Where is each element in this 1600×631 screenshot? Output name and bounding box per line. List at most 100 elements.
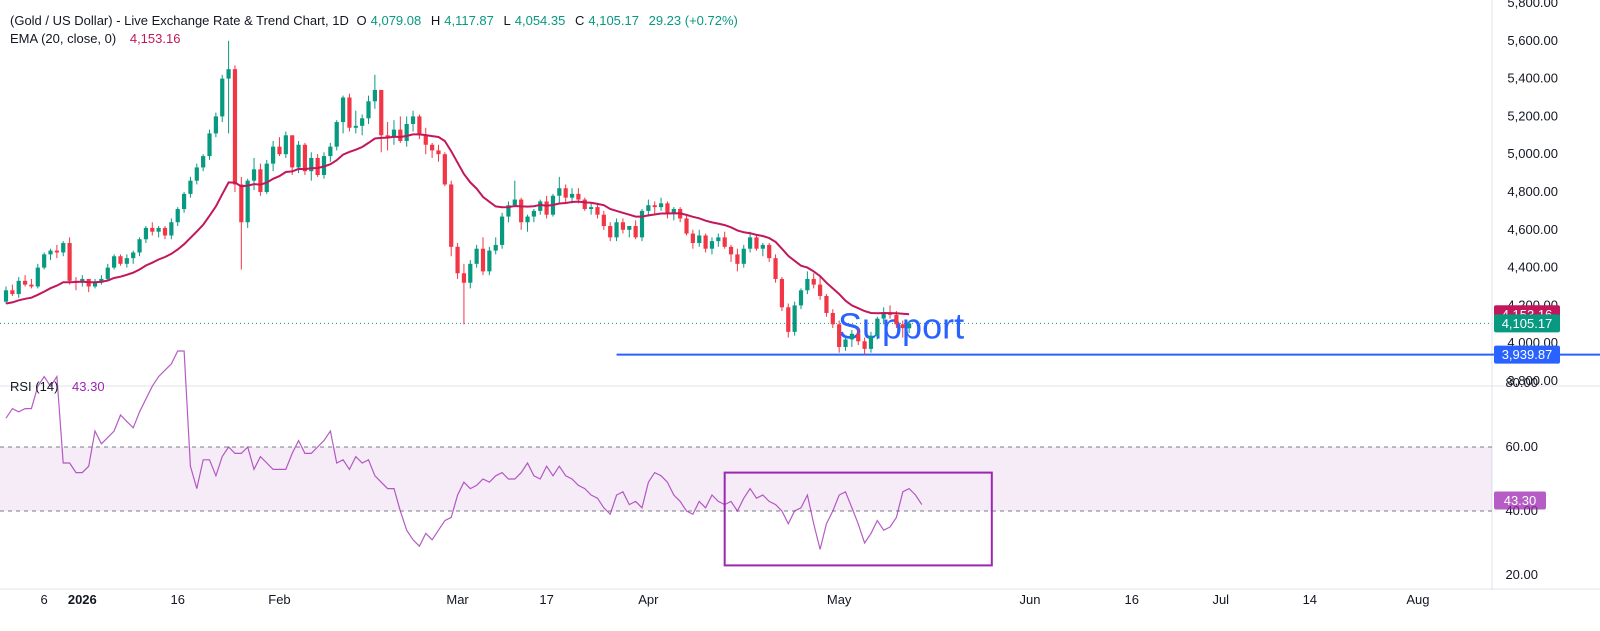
time-tick-label: Mar (446, 592, 469, 607)
candle-body (410, 116, 416, 124)
candle-body (340, 97, 346, 123)
rsi-legend: RSI (14) 43.30 (10, 378, 105, 395)
price-tick-label: 5,000.00 (1507, 146, 1558, 161)
candle-body (767, 244, 772, 259)
candle-body (328, 146, 333, 157)
candle-body (658, 203, 664, 208)
legend-high-key: H (430, 13, 441, 28)
candle-body (372, 89, 377, 102)
rsi-tick-label: 60.00 (1505, 439, 1538, 454)
candle-body (442, 154, 447, 185)
candle-body (54, 250, 59, 253)
candle-body (646, 205, 651, 211)
candle-body (601, 214, 606, 227)
candle-body (907, 323, 912, 329)
legend-open-key: O (356, 13, 367, 28)
candle-body (296, 144, 301, 168)
candle-body (175, 209, 180, 223)
candle-body (245, 180, 250, 223)
candle-body (194, 167, 199, 181)
candle-body (779, 278, 785, 308)
time-tick-label: 2026 (68, 592, 97, 607)
candle-body (430, 144, 435, 151)
ema-legend-label: EMA (20, close, 0) (10, 31, 117, 46)
candle-body (633, 226, 638, 238)
candles (3, 40, 912, 355)
candle-body (703, 235, 708, 249)
candle-body (271, 146, 276, 164)
candle-body (487, 250, 492, 272)
candle-body (207, 133, 212, 157)
candle-body (391, 129, 397, 138)
candle-body (156, 227, 161, 232)
legend-change: 29.23 (+0.72%) (648, 13, 738, 28)
candle-body (824, 295, 829, 313)
candle-body (150, 227, 155, 232)
candle-body (42, 254, 47, 268)
candle-body (557, 188, 562, 196)
price-tick-label: 4,400.00 (1507, 260, 1558, 275)
time-tick-label: 17 (539, 592, 553, 607)
candle-body (868, 335, 874, 349)
candle-body (798, 290, 804, 306)
time-tick-label: Apr (638, 592, 659, 607)
candle-body (881, 312, 886, 319)
candle-body (538, 201, 543, 211)
candle-body (48, 250, 53, 255)
candle-body (61, 243, 66, 253)
candle-body (283, 135, 288, 155)
candle-body (220, 78, 225, 117)
candle-body (143, 227, 149, 240)
candle-body (67, 243, 72, 281)
candle-body (735, 254, 740, 264)
price-tick-label: 5,200.00 (1507, 108, 1558, 123)
time-tick-label: May (827, 592, 852, 607)
candle-body (875, 318, 880, 336)
time-tick-label: 14 (1303, 592, 1317, 607)
candle-body (201, 156, 206, 168)
candle-body (684, 218, 689, 234)
time-tick-label: 16 (1124, 592, 1138, 607)
candle-body (137, 239, 142, 253)
candle-body (671, 209, 676, 213)
candle-body (29, 284, 34, 287)
candle-body (856, 333, 861, 342)
candle-body (3, 290, 9, 302)
candle-body (569, 193, 575, 198)
candle-body (792, 305, 797, 332)
candle-body (468, 263, 473, 283)
candle-body (213, 116, 218, 134)
candle-body (665, 203, 670, 213)
candle-body (786, 307, 791, 332)
legend-low-key: L (503, 13, 511, 28)
time-tick-label: Feb (268, 592, 290, 607)
time-tick-label: Jul (1212, 592, 1229, 607)
candle-body (741, 248, 746, 264)
candle-body (404, 123, 409, 141)
candle-body (894, 314, 899, 325)
candle-body (22, 280, 28, 285)
ema-line (5, 133, 910, 316)
candle-body (563, 188, 568, 198)
candle-body (849, 333, 854, 340)
candle-body (112, 256, 117, 268)
candle-body (697, 235, 702, 244)
candle-body (302, 144, 308, 172)
price-legend: (Gold / US Dollar) - Live Exchange Rate … (10, 12, 738, 29)
candle-body (436, 150, 441, 155)
candle-body (817, 284, 823, 296)
time-tick-label: 16 (170, 592, 184, 607)
candle-body (226, 69, 231, 79)
time-tick-label: Aug (1406, 592, 1429, 607)
candle-body (35, 267, 40, 287)
candle-body (531, 210, 536, 217)
candle-body (582, 199, 587, 210)
candle-body (595, 207, 600, 215)
candle-body (652, 205, 657, 208)
rsi-legend-value: 43.30 (72, 379, 105, 394)
candle-body (614, 222, 619, 238)
candle-body (754, 237, 759, 249)
time-tick-label: Jun (1019, 592, 1040, 607)
candle-body (461, 273, 467, 283)
